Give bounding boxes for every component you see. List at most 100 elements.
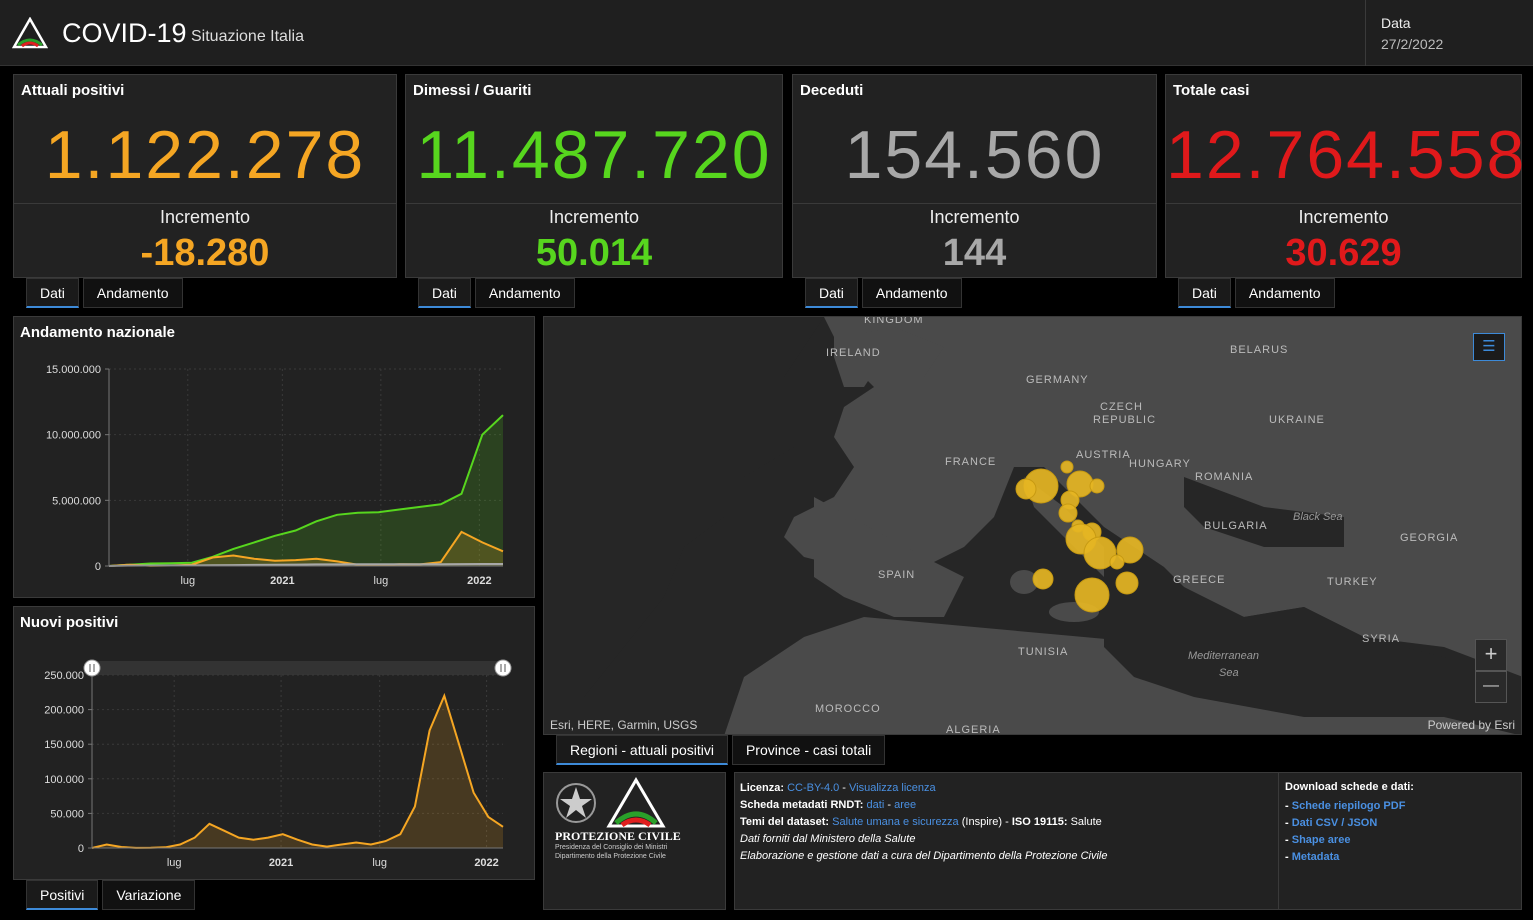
stat-panel-totale-casi: Totale casi 12.764.558 Incremento 30.629 (1165, 74, 1527, 278)
license-line: Licenza: CC-BY-4.0 - Visualizza licenza (740, 780, 1108, 797)
tab-regioni-attuali-positivi[interactable]: Regioni - attuali positivi (556, 735, 728, 765)
tab-positivi[interactable]: Positivi (26, 880, 99, 910)
license-value-link[interactable]: CC-BY-4.0 (787, 782, 840, 794)
range-slider-handle-right[interactable] (494, 659, 512, 677)
download-link-csv-json[interactable]: - Dati CSV / JSON (1285, 817, 1378, 829)
new-positives-chart[interactable]: 250.000 200.000 150.000 100.000 50.000 0 lug 2… (14, 607, 534, 879)
chart-title: Andamento nazionale (20, 324, 176, 341)
region-bubbles-layer[interactable] (544, 317, 1522, 735)
region-bubble (1109, 554, 1125, 570)
map-view[interactable]: KINGDOM IRELAND GERMANY BELARUS CZECH RE… (543, 316, 1522, 735)
tab-province-casi-totali[interactable]: Province - casi totali (731, 735, 886, 765)
map-label-tunisia: TUNISIA (1018, 646, 1069, 658)
metadata-dati-link[interactable]: dati (866, 799, 885, 811)
y-tick-label: 150.000 (44, 739, 84, 751)
map-attribution: Esri, HERE, Garmin, USGS (550, 718, 698, 732)
tab-andamento[interactable]: Andamento (82, 278, 183, 308)
agency-name: PROTEZIONE CIVILE (555, 829, 681, 843)
license-separator: - (839, 782, 850, 794)
tab-dati[interactable]: Dati (418, 278, 471, 308)
themes-line: Temi del dataset: Salute umana e sicurez… (740, 814, 1108, 831)
tab-dati[interactable]: Dati (26, 278, 79, 308)
region-bubble (1089, 478, 1105, 494)
download-link-pdf[interactable]: - Schede riepilogo PDF (1285, 800, 1406, 812)
app-header: COVID-19 Situazione Italia Data 27/2/202… (0, 0, 1533, 66)
stat-increment-value: 144 (942, 232, 1007, 274)
stat-value: 12.764.558 (1166, 117, 1527, 193)
y-tick-label: 15.000.000 (46, 364, 101, 376)
view-license-link[interactable]: Visualizza licenza (849, 782, 936, 794)
stat-increment-label: Incremento (159, 207, 251, 227)
series-area (109, 531, 503, 566)
stat-tabs: Dati Andamento (418, 278, 575, 308)
stat-title: Totale casi (1173, 82, 1250, 99)
tab-andamento[interactable]: Andamento (474, 278, 575, 308)
region-bubble (1083, 536, 1117, 570)
downloads-title: Download schede e dati: (1285, 781, 1414, 793)
downloads-list: - Schede riepilogo PDF - Dati CSV / JSON… (1285, 798, 1405, 866)
map-label-greece: GREECE (1173, 574, 1226, 586)
region-bubble (1115, 571, 1139, 595)
downloads-section: Download schede e dati: - Schede riepilo… (1278, 773, 1522, 909)
y-tick-label: 10.000.000 (46, 430, 101, 442)
tab-andamento[interactable]: Andamento (1234, 278, 1335, 308)
stat-title: Attuali positivi (21, 82, 125, 99)
map-label-republic: REPUBLIC (1093, 414, 1157, 426)
zoom-out-button[interactable]: — (1475, 671, 1507, 703)
region-bubble (1116, 536, 1144, 564)
chart-panel-andamento-nazionale: Andamento nazionale 15.000.000 10.000.000… (13, 316, 535, 598)
stat-tabs: Dati Andamento (26, 278, 183, 308)
app-subtitle: Situazione Italia (191, 28, 304, 45)
stat-panel-dimessi-guariti: Dimessi / Guariti 11.487.720 Incremento … (405, 74, 783, 278)
y-tick-label: 200.000 (44, 705, 84, 717)
range-slider-handle-left[interactable] (83, 659, 101, 677)
stat-increment-value: 30.629 (1285, 232, 1402, 274)
info-text: Licenza: CC-BY-4.0 - Visualizza licenza … (740, 780, 1108, 865)
stat-value: 11.487.720 (416, 117, 772, 193)
range-slider-track[interactable] (92, 661, 504, 675)
map-label-ireland: IRELAND (826, 347, 881, 359)
map-label-bulgaria: BULGARIA (1204, 520, 1268, 532)
region-bubble (1015, 478, 1037, 500)
map-label-georgia: GEORGIA (1400, 532, 1459, 544)
tab-dati[interactable]: Dati (805, 278, 858, 308)
themes-link[interactable]: Salute umana e sicurezza (832, 816, 959, 828)
iso-label: ISO 19115: (1011, 816, 1068, 828)
stat-title: Deceduti (800, 82, 864, 99)
stat-value: 1.122.278 (44, 117, 366, 193)
powered-by-esri[interactable]: Powered by Esri (1427, 718, 1515, 732)
download-link-metadata[interactable]: - Metadata (1285, 851, 1340, 863)
map-label-belarus: BELARUS (1230, 344, 1289, 356)
zoom-in-button[interactable]: + (1475, 639, 1507, 671)
tab-andamento[interactable]: Andamento (861, 278, 962, 308)
branding-panel: PROTEZIONE CIVILE Presidenza del Consigl… (543, 772, 726, 910)
map-label-hungary: HUNGARY (1129, 458, 1191, 470)
map-label-czech: CZECH (1100, 401, 1143, 413)
y-tick-label: 5.000.000 (52, 495, 101, 507)
tab-dati[interactable]: Dati (1178, 278, 1231, 308)
series-line[interactable] (108, 414, 504, 567)
map-sea-sea: Sea (1219, 667, 1239, 679)
x-tick-label: 2021 (269, 857, 293, 869)
metadata-separator: - (884, 799, 895, 811)
x-tick-label: 2021 (270, 575, 294, 587)
metadata-label: Scheda metadati RNDT: (740, 799, 864, 811)
x-tick-label: lug (180, 575, 195, 587)
series-area (109, 415, 503, 566)
map-label-france: FRANCE (945, 456, 997, 468)
y-tick-label: 100.000 (44, 774, 84, 786)
series-line[interactable] (91, 692, 504, 849)
map-label-algeria: ALGERIA (946, 724, 1001, 735)
date-box: Data 27/2/2022 (1365, 0, 1533, 66)
legend-list-icon[interactable]: ☰ (1473, 333, 1505, 361)
national-trend-chart[interactable]: 15.000.000 10.000.000 5.000.000 0 lug 2021 lu… (14, 317, 534, 597)
download-link-shape[interactable]: - Shape aree (1285, 834, 1351, 846)
metadata-aree-link[interactable]: aree (894, 799, 917, 811)
y-tick-label: 50.000 (50, 808, 84, 820)
italian-emblem-icon (556, 783, 596, 823)
region-bubble (1074, 577, 1110, 613)
source-note: Dati forniti dal Ministero della Salute (740, 833, 916, 845)
map-tabs: Regioni - attuali positivi Province - ca… (556, 735, 886, 765)
date-label: Data (1381, 15, 1411, 31)
tab-variazione[interactable]: Variazione (102, 880, 196, 910)
